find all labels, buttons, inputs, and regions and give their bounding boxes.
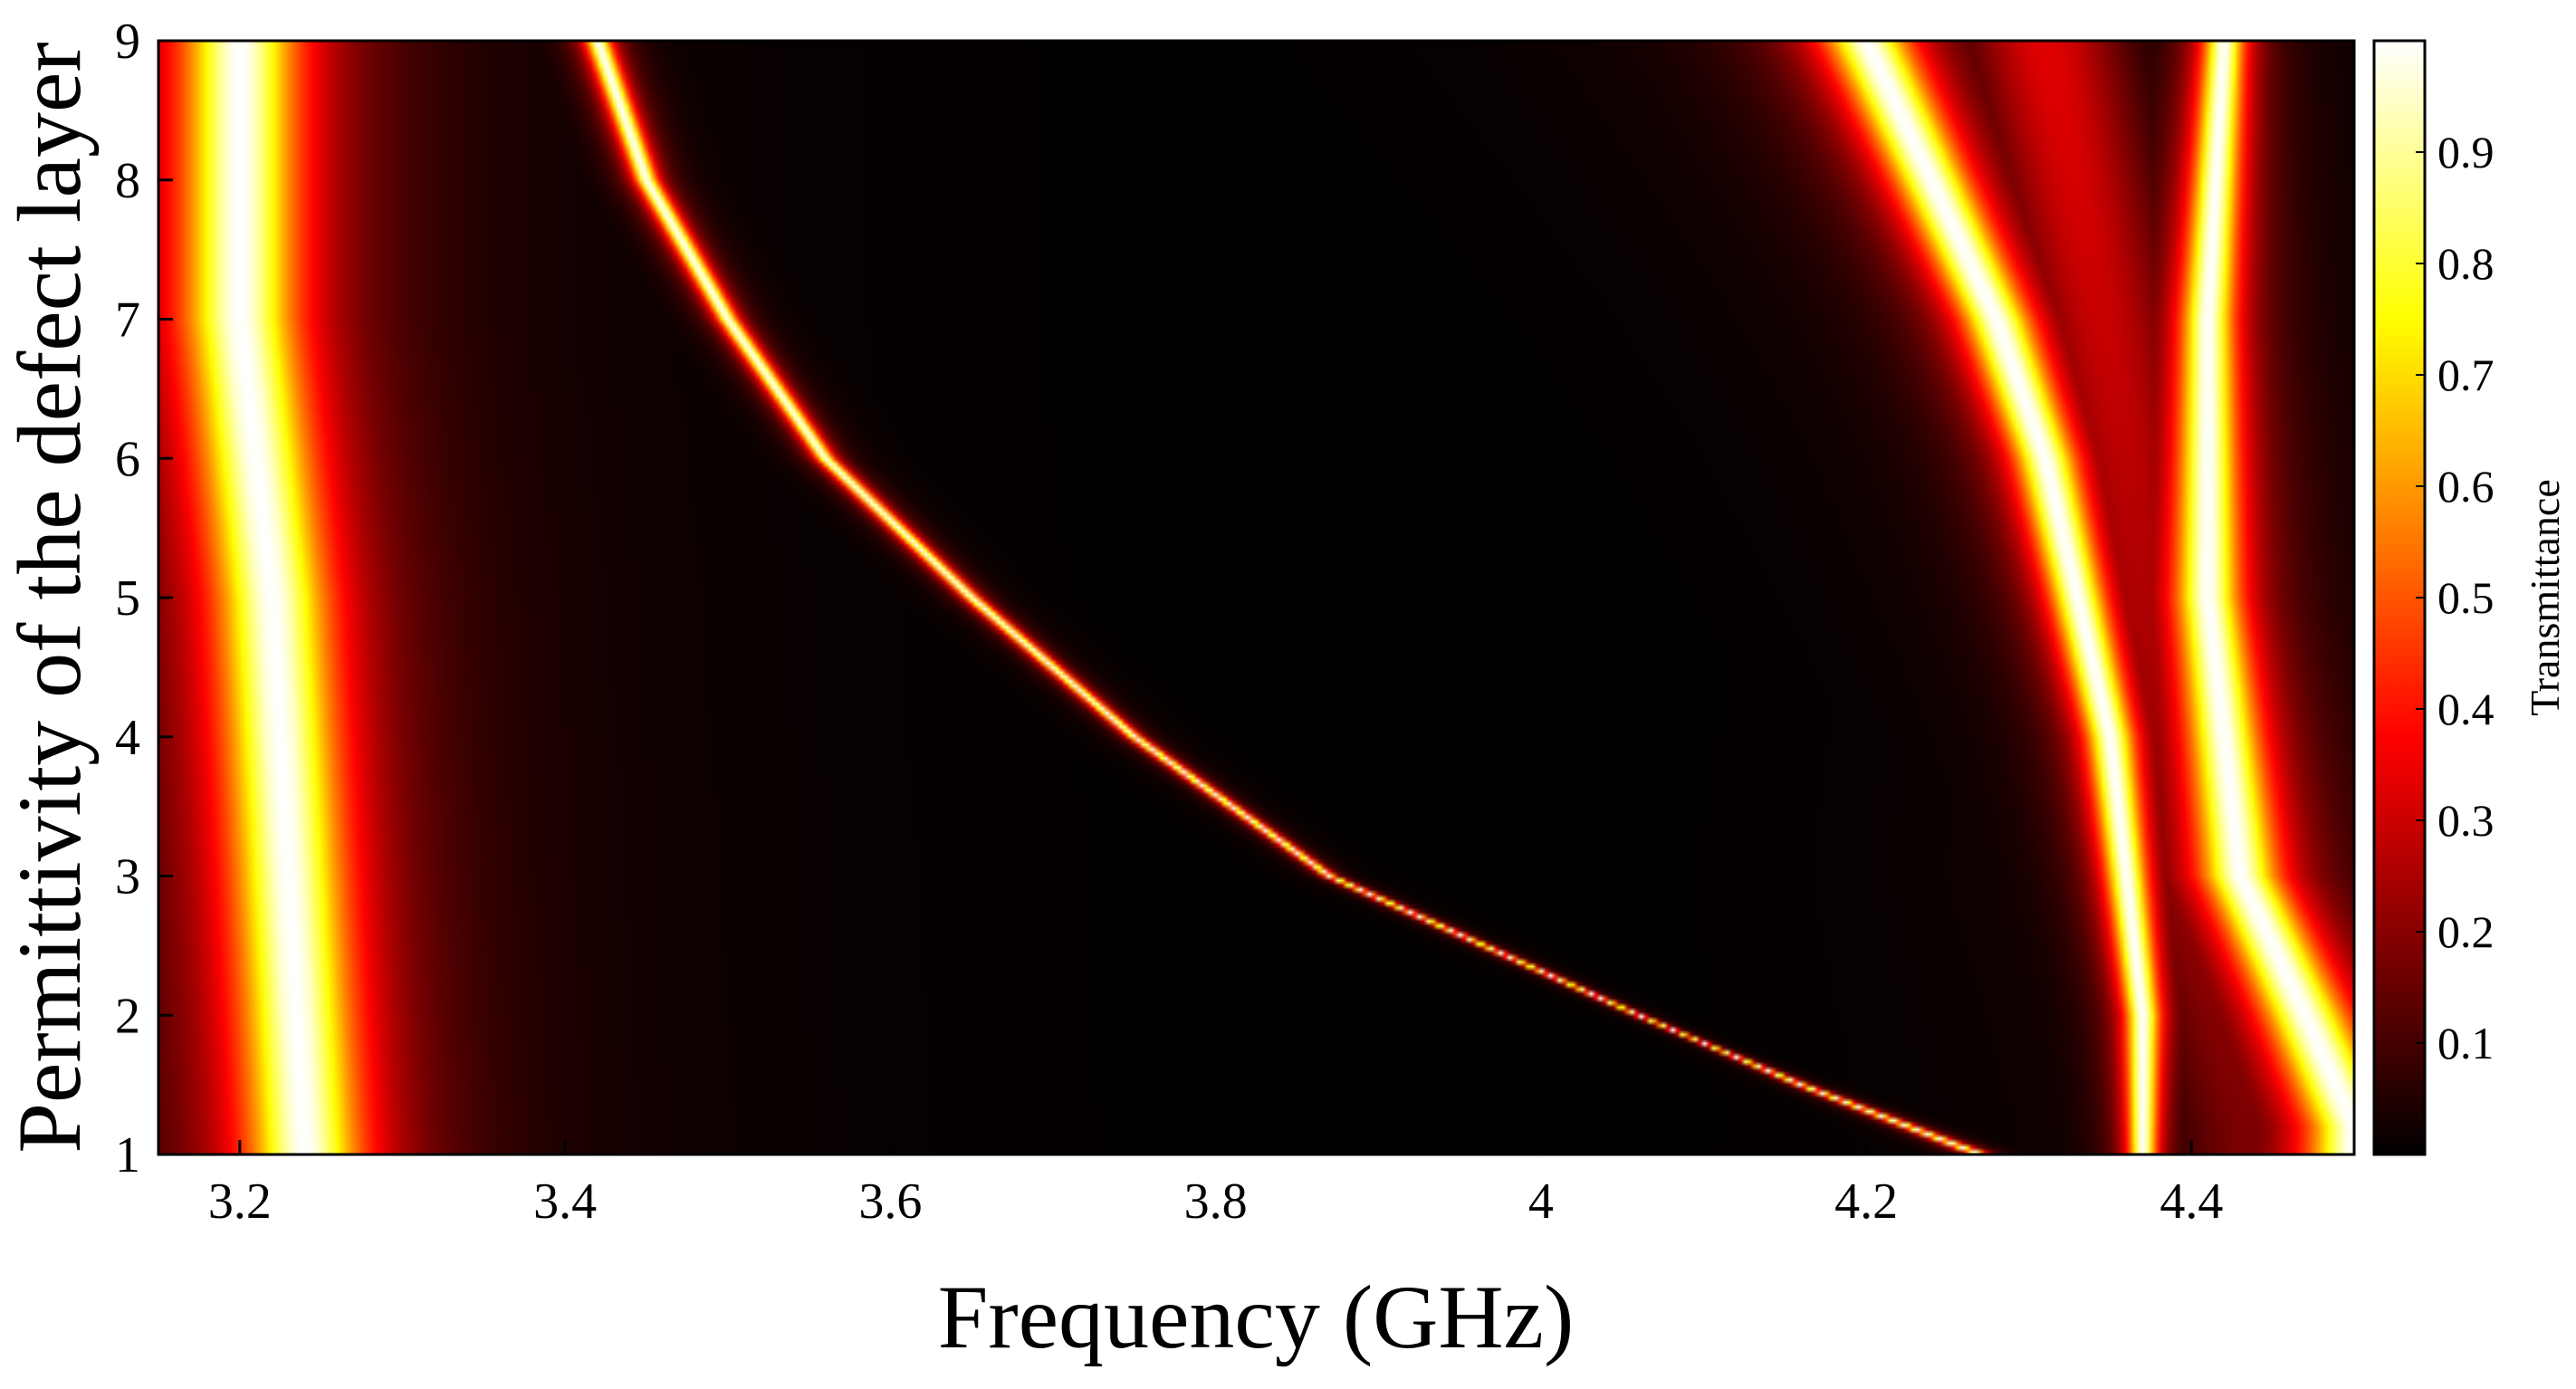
colorbar-ticks: 0.1 0.2 0.3 0.4 0.5 0.6 0.7 0.8 0.9 bbox=[2416, 127, 2495, 1068]
colorbar-tick-label: 0.7 bbox=[2437, 350, 2495, 400]
y-tick-label: 6 bbox=[115, 431, 140, 487]
colorbar-tick-label: 0.2 bbox=[2437, 906, 2495, 957]
x-axis-ticks: 3.2 3.4 3.6 3.8 4 4.2 4.4 bbox=[208, 1140, 2223, 1230]
x-tick-label: 3.8 bbox=[1184, 1173, 1248, 1230]
colorbar-tick-label: 0.6 bbox=[2437, 461, 2495, 512]
x-tick-label: 4.4 bbox=[2159, 1173, 2223, 1230]
y-tick-label: 8 bbox=[115, 153, 140, 209]
y-tick-label: 5 bbox=[115, 570, 140, 627]
x-tick-label: 4 bbox=[1528, 1173, 1554, 1230]
y-axis-ticks: 1 2 3 4 5 6 7 8 9 bbox=[115, 14, 173, 1183]
colorbar-tick-label: 0.5 bbox=[2437, 572, 2495, 623]
x-tick-label: 3.6 bbox=[858, 1173, 922, 1230]
x-tick-label: 3.2 bbox=[208, 1173, 272, 1230]
y-tick-label: 1 bbox=[115, 1127, 140, 1183]
y-tick-label: 3 bbox=[115, 849, 140, 905]
colorbar-tick-label: 0.1 bbox=[2437, 1018, 2495, 1068]
y-tick-label: 7 bbox=[115, 292, 140, 349]
colorbar-tick-label: 0.3 bbox=[2437, 795, 2495, 846]
colorbar-tick-label: 0.8 bbox=[2437, 238, 2495, 289]
y-tick-label: 9 bbox=[115, 14, 140, 70]
colorbar-title: Transmittance bbox=[2522, 479, 2568, 716]
y-axis-title: Permittivity of the defect layer bbox=[0, 42, 100, 1153]
y-tick-label: 4 bbox=[115, 710, 140, 766]
x-tick-label: 3.4 bbox=[533, 1173, 597, 1230]
heatmap-raster bbox=[158, 41, 2354, 1154]
colorbar-tick-label: 0.9 bbox=[2437, 127, 2495, 177]
x-axis-title: Frequency (GHz) bbox=[938, 1267, 1575, 1367]
y-tick-label: 2 bbox=[115, 988, 140, 1044]
colorbar-tick-label: 0.4 bbox=[2437, 684, 2495, 734]
x-tick-label: 4.2 bbox=[1834, 1173, 1898, 1230]
